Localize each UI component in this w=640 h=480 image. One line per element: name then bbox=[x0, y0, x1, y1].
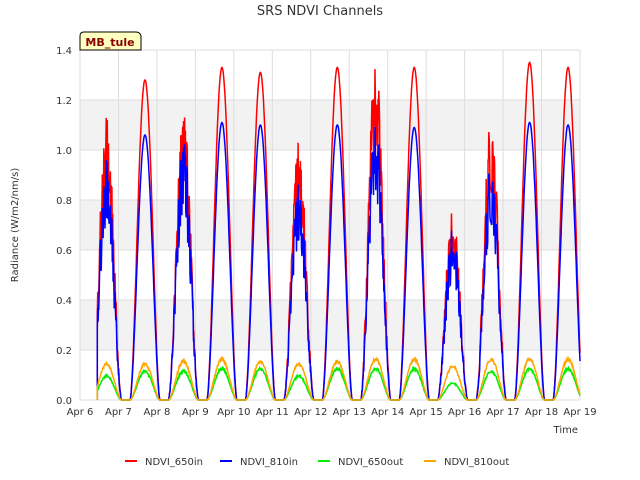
plot-band bbox=[80, 350, 580, 400]
x-tick-label: Apr 10 bbox=[217, 407, 250, 418]
legend-item: NDVI_650in bbox=[125, 457, 203, 468]
badge-box bbox=[79, 31, 142, 51]
x-tick-label: Apr 15 bbox=[410, 407, 443, 418]
x-tick-label: Apr 19 bbox=[563, 407, 596, 418]
x-tick-label: Apr 7 bbox=[105, 407, 132, 418]
legend-item: NDVI_650out bbox=[318, 457, 403, 468]
badge-text: MB_tule bbox=[85, 36, 134, 49]
y-tick-label: 1.4 bbox=[56, 46, 72, 57]
plot-band bbox=[80, 100, 580, 150]
legend: NDVI_650in NDVI_810in NDVI_650out NDVI_810o… bbox=[125, 457, 509, 468]
y-axis-label: Radiance (W/m2/nm/s) bbox=[10, 168, 21, 283]
y-tick-label: 0.0 bbox=[56, 396, 72, 407]
plot-band bbox=[80, 50, 580, 100]
x-tick-label: Apr 14 bbox=[371, 407, 404, 418]
badge: MB_tule bbox=[79, 31, 142, 51]
y-tick-label: 0.6 bbox=[56, 246, 72, 257]
x-tick-label: Apr 9 bbox=[182, 407, 209, 418]
x-tick-label: Apr 13 bbox=[333, 407, 366, 418]
legend-label: NDVI_810out bbox=[444, 457, 509, 468]
y-tick-label: 0.8 bbox=[56, 196, 72, 207]
series-line-ndvi-650out bbox=[96, 365, 581, 401]
legend-label: NDVI_650out bbox=[338, 457, 403, 468]
legend-item: NDVI_810out bbox=[424, 457, 509, 468]
x-tick-label: Apr 6 bbox=[67, 407, 94, 418]
legend-label: NDVI_810in bbox=[240, 457, 298, 468]
axis-ticks: 0.0 0.2 0.4 0.6 0.8 1.0 1.2 1.4 Apr 6 Apr 7 Apr 8 A… bbox=[56, 46, 597, 418]
legend-item: NDVI_810in bbox=[220, 457, 298, 468]
legend-label: NDVI_650in bbox=[145, 457, 203, 468]
plot-band bbox=[80, 300, 580, 350]
x-tick-label: Apr 16 bbox=[448, 407, 481, 418]
series-group bbox=[96, 61, 581, 401]
y-tick-label: 0.2 bbox=[56, 346, 72, 357]
x-tick-label: Apr 8 bbox=[144, 407, 171, 418]
x-axis-label: Time bbox=[553, 425, 578, 436]
y-tick-label: 0.4 bbox=[56, 296, 72, 307]
x-tick-label: Apr 18 bbox=[525, 407, 558, 418]
x-tick-label: Apr 17 bbox=[486, 407, 519, 418]
y-tick-label: 1.0 bbox=[56, 146, 72, 157]
series-line-ndvi-810in bbox=[96, 121, 581, 401]
series-line-ndvi-810out bbox=[96, 355, 581, 401]
y-tick-label: 1.2 bbox=[56, 96, 72, 107]
chart-title: SRS NDVI Channels bbox=[257, 4, 383, 19]
x-tick-label: Apr 12 bbox=[294, 407, 327, 418]
x-tick-label: Apr 11 bbox=[256, 407, 289, 418]
